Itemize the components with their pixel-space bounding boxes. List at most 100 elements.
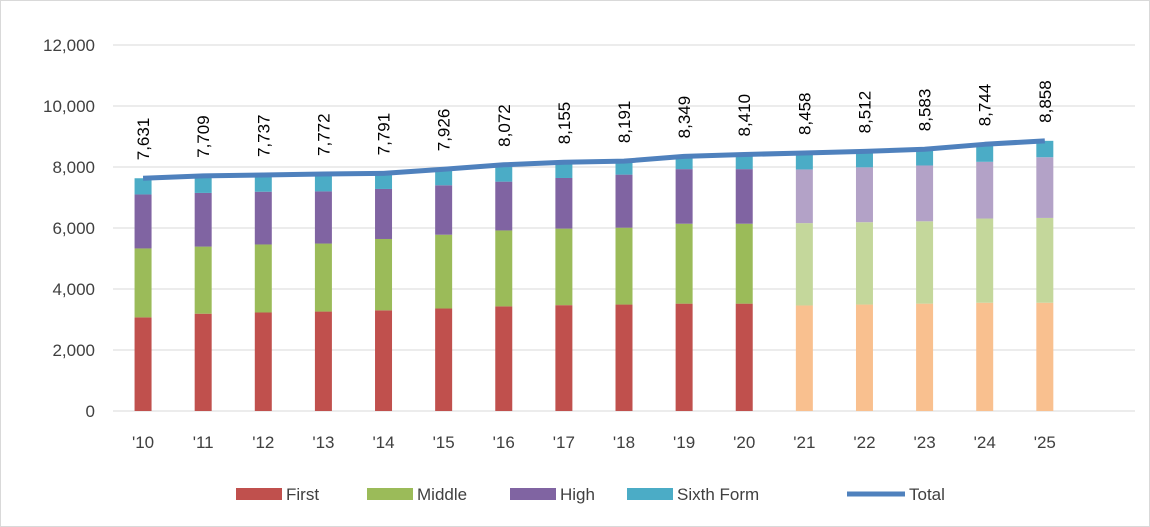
x-tick-label: '12 bbox=[252, 433, 274, 452]
total-line-path bbox=[142, 138, 1045, 181]
legend-swatch-high bbox=[510, 488, 556, 500]
bar-segment-middle bbox=[194, 246, 212, 314]
data-labels: 7,631 7,709 7,737 7,772 7,791 7,926 8,072 8,155… bbox=[134, 80, 1055, 160]
bar-segment-sixth-form bbox=[495, 164, 513, 182]
y-tick-label: 2,000 bbox=[52, 341, 95, 360]
y-tick-label: 0 bbox=[86, 402, 95, 421]
x-tick-label: '24 bbox=[974, 433, 996, 452]
bar-segment-middle bbox=[615, 227, 633, 305]
x-tick-label: '19 bbox=[673, 433, 695, 452]
bar-segment-high bbox=[735, 169, 753, 224]
bar-segment-high bbox=[375, 188, 393, 239]
bar-segment-high bbox=[314, 191, 332, 244]
total-data-label: 8,512 bbox=[855, 91, 874, 134]
total-data-label: 7,737 bbox=[254, 114, 273, 157]
bar-segment-high bbox=[675, 169, 693, 224]
y-tick-label: 8,000 bbox=[52, 158, 95, 177]
total-data-label: 8,155 bbox=[555, 102, 574, 145]
bar-segment-sixth-form bbox=[134, 178, 152, 195]
y-tick-label: 10,000 bbox=[43, 97, 95, 116]
bar-segment-middle bbox=[314, 243, 332, 312]
bar-segment-first bbox=[495, 306, 513, 411]
x-tick-label: '21 bbox=[793, 433, 815, 452]
bar-segment-high bbox=[194, 192, 212, 247]
x-tick-label: '18 bbox=[613, 433, 635, 452]
legend-swatch-sixth-form bbox=[627, 488, 673, 500]
bar-segment-first bbox=[675, 303, 693, 411]
total-data-label: 8,072 bbox=[495, 104, 514, 147]
x-tick-label: '16 bbox=[493, 433, 515, 452]
bar-segment-middle bbox=[1036, 217, 1054, 303]
x-tick-label: '25 bbox=[1034, 433, 1056, 452]
x-axis-ticks: '10 '11 '12 '13 '14 '15 '16 '17 '18 '19 '20 '21 '22 '… bbox=[132, 433, 1056, 452]
bar-segment-sixth-form bbox=[735, 154, 753, 170]
bar-segment-high bbox=[495, 181, 513, 231]
total-data-label: 7,631 bbox=[134, 118, 153, 161]
bar-segment-sixth-form bbox=[916, 149, 934, 166]
total-line bbox=[142, 138, 1045, 181]
total-data-label: 8,583 bbox=[916, 89, 935, 132]
bar-segment-first bbox=[855, 304, 873, 411]
bar-segment-sixth-form bbox=[855, 151, 873, 168]
legend-swatch-middle bbox=[367, 488, 413, 500]
legend-label-middle: Middle bbox=[417, 485, 467, 504]
bar-segment-middle bbox=[976, 218, 994, 303]
bar-segment-sixth-form bbox=[795, 153, 813, 170]
total-data-label: 8,410 bbox=[735, 94, 754, 137]
bar-segment-first bbox=[615, 304, 633, 411]
bar-segment-high bbox=[916, 165, 934, 222]
bar-segment-high bbox=[615, 174, 633, 228]
bar-segment-high bbox=[976, 161, 994, 219]
bar-segment-middle bbox=[495, 230, 513, 307]
x-tick-label: '11 bbox=[193, 433, 214, 452]
total-data-label: 7,926 bbox=[435, 109, 454, 152]
total-data-label: 8,858 bbox=[1036, 80, 1055, 123]
y-tick-label: 4,000 bbox=[52, 280, 95, 299]
legend-label-first: First bbox=[286, 485, 319, 504]
bar-segment-first bbox=[254, 312, 272, 411]
bar-segment-sixth-form bbox=[976, 144, 994, 162]
bar-segment-first bbox=[134, 317, 152, 411]
total-data-label: 8,744 bbox=[976, 84, 995, 127]
legend-label-total: Total bbox=[909, 485, 945, 504]
total-data-label: 7,772 bbox=[314, 113, 333, 156]
bar-segment-sixth-form bbox=[675, 156, 693, 170]
bar-segment-middle bbox=[134, 248, 152, 318]
x-tick-label: '22 bbox=[853, 433, 875, 452]
bar-segment-first bbox=[795, 305, 813, 411]
total-data-label: 8,349 bbox=[675, 96, 694, 139]
bar-segment-high bbox=[134, 194, 152, 249]
bar-segment-first bbox=[375, 310, 393, 411]
legend-label-sixth-form: Sixth Form bbox=[677, 485, 759, 504]
bar-segment-high bbox=[555, 177, 573, 229]
legend-swatch-first bbox=[236, 488, 282, 500]
bar-segment-middle bbox=[916, 221, 934, 304]
bar-segment-first bbox=[735, 303, 753, 411]
x-tick-label: '17 bbox=[553, 433, 575, 452]
total-data-label: 8,191 bbox=[615, 101, 634, 144]
total-data-label: 8,458 bbox=[795, 92, 814, 135]
x-tick-label: '15 bbox=[433, 433, 455, 452]
x-tick-label: '20 bbox=[733, 433, 755, 452]
bar-segment-high bbox=[855, 167, 873, 223]
bar-segment-sixth-form bbox=[435, 169, 453, 186]
x-tick-label: '10 bbox=[132, 433, 154, 452]
x-tick-label: '13 bbox=[312, 433, 334, 452]
bar-segment-first bbox=[1036, 302, 1054, 411]
bar-segment-sixth-form bbox=[254, 175, 272, 192]
legend: First Middle High Sixth Form Total bbox=[236, 485, 945, 504]
y-axis-ticks: 0 2,000 4,000 6,000 8,000 10,000 12,000 bbox=[43, 36, 95, 421]
bar-segment-middle bbox=[735, 223, 753, 304]
bar-segment-middle bbox=[855, 222, 873, 305]
bar-segment-sixth-form bbox=[1036, 140, 1054, 158]
bar-segment-high bbox=[254, 191, 272, 245]
bar-segment-sixth-form bbox=[314, 173, 332, 192]
x-tick-label: '23 bbox=[914, 433, 936, 452]
bar-segment-middle bbox=[254, 244, 272, 313]
y-tick-label: 12,000 bbox=[43, 36, 95, 55]
bar-segment-middle bbox=[675, 223, 693, 304]
bar-segment-first bbox=[194, 313, 212, 411]
bar-segment-high bbox=[1036, 157, 1054, 218]
total-data-label: 7,709 bbox=[194, 115, 213, 158]
